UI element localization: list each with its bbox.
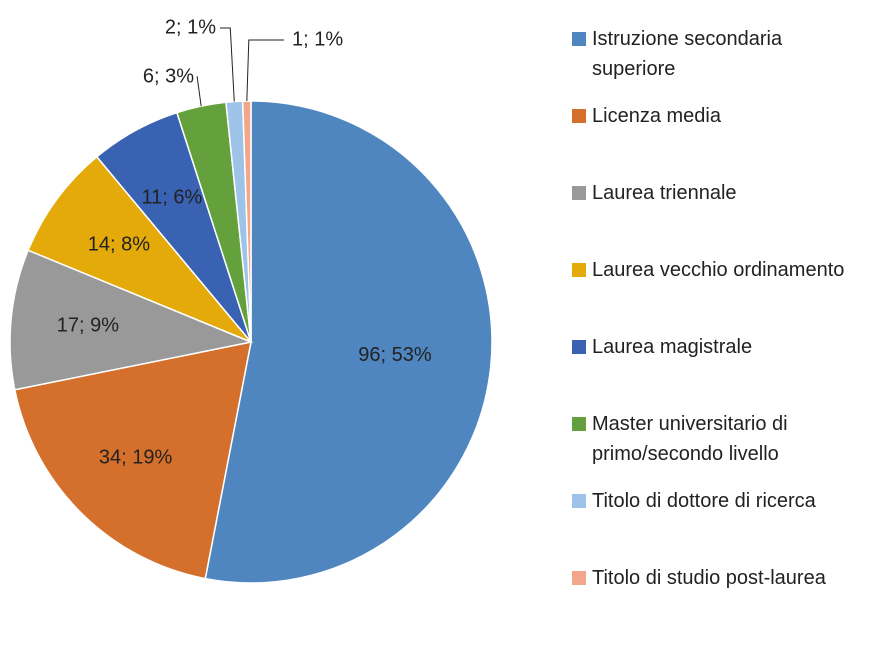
legend-swatch	[572, 109, 586, 123]
data-label: 34; 19%	[99, 447, 173, 469]
legend-swatch	[572, 263, 586, 277]
legend-item: Istruzione secondaria superiore	[572, 24, 862, 101]
legend-item: Master universitario di primo/secondo li…	[572, 409, 862, 486]
pie-slice	[9, 249, 254, 391]
data-label: 14; 8%	[88, 233, 150, 255]
data-label: 2; 1%	[165, 16, 216, 38]
legend-label: Licenza media	[592, 105, 721, 127]
legend-swatch	[572, 571, 586, 585]
pie-slice	[204, 100, 493, 584]
data-label: 11; 6%	[142, 187, 203, 209]
leader-line	[246, 39, 284, 102]
legend-swatch	[572, 186, 586, 200]
legend-label: Laurea vecchio ordinamento	[592, 259, 845, 281]
legend-swatch	[572, 340, 586, 354]
legend-label: Titolo di dottore di ricerca	[592, 490, 816, 512]
legend-label: Master universitario di primo/secondo li…	[592, 413, 788, 465]
data-label: 96; 53%	[358, 344, 432, 366]
legend-swatch	[572, 417, 586, 431]
data-label: 1; 1%	[292, 28, 343, 50]
legend-label: Laurea triennale	[592, 182, 737, 204]
leader-line	[196, 76, 202, 107]
legend-label: Istruzione secondaria superiore	[592, 28, 783, 80]
legend-item: Titolo di dottore di ricerca	[572, 486, 862, 563]
legend-label: Laurea magistrale	[592, 336, 753, 358]
data-label: 6; 3%	[143, 65, 194, 87]
legend-item: Titolo di studio post-laurea	[572, 563, 862, 640]
legend-swatch	[572, 32, 586, 46]
legend-label: Titolo di studio post-laurea	[592, 567, 826, 589]
pie-slice	[13, 341, 252, 580]
legend-item: Laurea vecchio ordinamento	[572, 255, 862, 332]
legend-item: Licenza media	[572, 101, 862, 178]
legend-item: Laurea triennale	[572, 178, 862, 255]
legend-swatch	[572, 494, 586, 508]
leader-line	[220, 27, 235, 102]
pie-slice	[27, 155, 252, 343]
pie-area: 96; 53% 34; 19% 17; 9% 14; 8% 11; 6% 6; 3% 2; …	[9, 16, 493, 584]
legend-item: Laurea magistrale	[572, 332, 862, 409]
data-label: 17; 9%	[57, 315, 119, 337]
legend: Istruzione secondaria superiore Licenza m…	[572, 24, 862, 640]
